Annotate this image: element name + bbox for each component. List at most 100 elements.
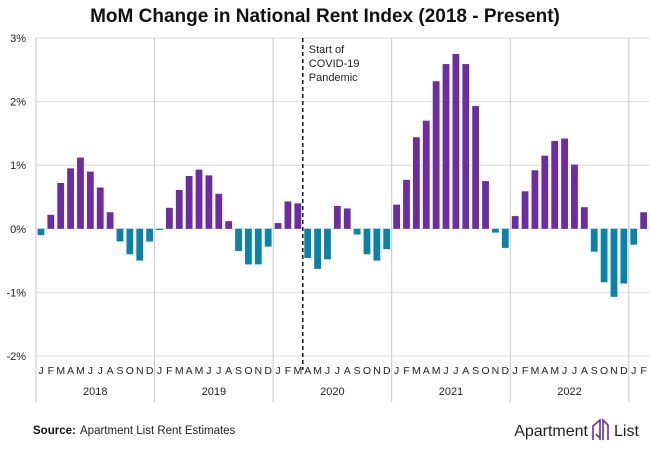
- month-label: J: [98, 365, 103, 377]
- annotation-line-1: Start of: [309, 44, 345, 56]
- year-label: 2020: [320, 386, 344, 398]
- bar-2021-03: [412, 137, 420, 229]
- bar-2019-09: [235, 228, 242, 252]
- bar-2018-02: [47, 214, 55, 229]
- month-label: F: [48, 365, 54, 377]
- month-label: A: [107, 365, 114, 377]
- month-label: J: [513, 365, 518, 377]
- month-label: J: [88, 365, 93, 377]
- bar-2022-09: [590, 228, 598, 252]
- month-label: S: [354, 365, 361, 377]
- month-label: J: [157, 365, 162, 377]
- bar-2022-03: [531, 170, 539, 229]
- month-label: N: [136, 365, 144, 377]
- month-label: A: [344, 365, 351, 377]
- month-label: N: [255, 365, 263, 377]
- bar-2018-07: [96, 187, 104, 229]
- apartment-list-logo: Apartment List: [514, 418, 639, 440]
- source-label: Source:: [33, 425, 76, 437]
- month-label: F: [522, 365, 528, 377]
- bar-2021-09: [472, 106, 480, 229]
- year-label: 2021: [439, 386, 463, 398]
- month-label: A: [462, 365, 469, 377]
- month-label: A: [304, 365, 311, 377]
- month-label: D: [146, 365, 154, 377]
- month-label: M: [76, 365, 85, 377]
- annotation-line-2: COVID-19: [309, 58, 360, 70]
- bar-2020-10: [363, 228, 371, 255]
- bar-2018-05: [77, 157, 84, 229]
- bar-2021-08: [462, 64, 470, 229]
- bar-2021-01: [393, 204, 401, 229]
- bar-2019-07: [215, 193, 223, 229]
- bar-2022-07: [571, 164, 578, 229]
- bar-2021-11: [492, 228, 499, 233]
- month-label: F: [285, 365, 291, 377]
- month-label: O: [600, 365, 608, 377]
- month-label: M: [56, 365, 65, 377]
- bar-2022-10: [600, 228, 608, 283]
- month-label: J: [206, 365, 211, 377]
- bar-2022-12: [620, 228, 628, 284]
- month-label: J: [216, 365, 221, 377]
- bar-2020-09: [353, 228, 361, 235]
- month-label: N: [492, 365, 500, 377]
- month-label: S: [235, 365, 242, 377]
- bar-2022-06: [561, 138, 568, 229]
- bar-2021-12: [501, 228, 509, 248]
- y-tick-label: 1%: [10, 160, 26, 172]
- year-label: 2019: [202, 386, 226, 398]
- bar-2018-04: [67, 168, 74, 229]
- month-label: J: [562, 365, 567, 377]
- y-tick-label: 0%: [10, 224, 26, 236]
- month-label: M: [412, 365, 421, 377]
- month-label: D: [620, 365, 628, 377]
- bar-2022-04: [541, 155, 549, 229]
- bar-2021-07: [452, 53, 460, 229]
- month-label: S: [591, 365, 598, 377]
- month-label: F: [403, 365, 409, 377]
- month-label: M: [293, 365, 302, 377]
- year-label: 2018: [83, 386, 107, 398]
- bar-2020-01: [274, 223, 282, 229]
- bar-2019-11: [254, 228, 262, 265]
- bar-2020-06: [324, 228, 331, 260]
- month-label: M: [175, 365, 184, 377]
- month-label: A: [541, 365, 548, 377]
- bar-2020-11: [373, 228, 381, 261]
- month-label: M: [550, 365, 559, 377]
- month-label: S: [116, 365, 123, 377]
- annotation-line-3: Pandemic: [309, 72, 358, 84]
- bar-2022-02: [521, 191, 529, 229]
- bar-2018-08: [106, 212, 114, 229]
- source-text: Apartment List Rent Estimates: [80, 425, 236, 437]
- bar-2020-07: [333, 205, 341, 229]
- month-label: M: [195, 365, 204, 377]
- bar-2018-03: [57, 183, 65, 229]
- month-label: N: [373, 365, 381, 377]
- month-label: J: [325, 365, 330, 377]
- bar-2018-09: [116, 228, 124, 242]
- bar-2019-08: [225, 221, 233, 229]
- bar-2019-05: [195, 169, 203, 229]
- chart-title: MoM Change in National Rent Index (2018 …: [90, 6, 560, 27]
- bar-2018-11: [136, 228, 144, 261]
- month-label: J: [453, 365, 458, 377]
- bar-2019-12: [264, 228, 272, 247]
- bar-2018-12: [146, 228, 154, 242]
- bar-2021-04: [422, 120, 430, 229]
- y-tick-label: -2%: [6, 351, 26, 363]
- month-label: M: [432, 365, 441, 377]
- month-label: O: [126, 365, 134, 377]
- bar-2020-04: [304, 228, 312, 259]
- month-label: A: [225, 365, 232, 377]
- month-label: J: [631, 365, 636, 377]
- bar-2020-12: [383, 228, 391, 250]
- month-label: D: [264, 365, 272, 377]
- month-label: J: [443, 365, 448, 377]
- month-label: M: [313, 365, 322, 377]
- month-label: D: [383, 365, 391, 377]
- month-label: S: [472, 365, 479, 377]
- bar-2020-05: [314, 228, 321, 269]
